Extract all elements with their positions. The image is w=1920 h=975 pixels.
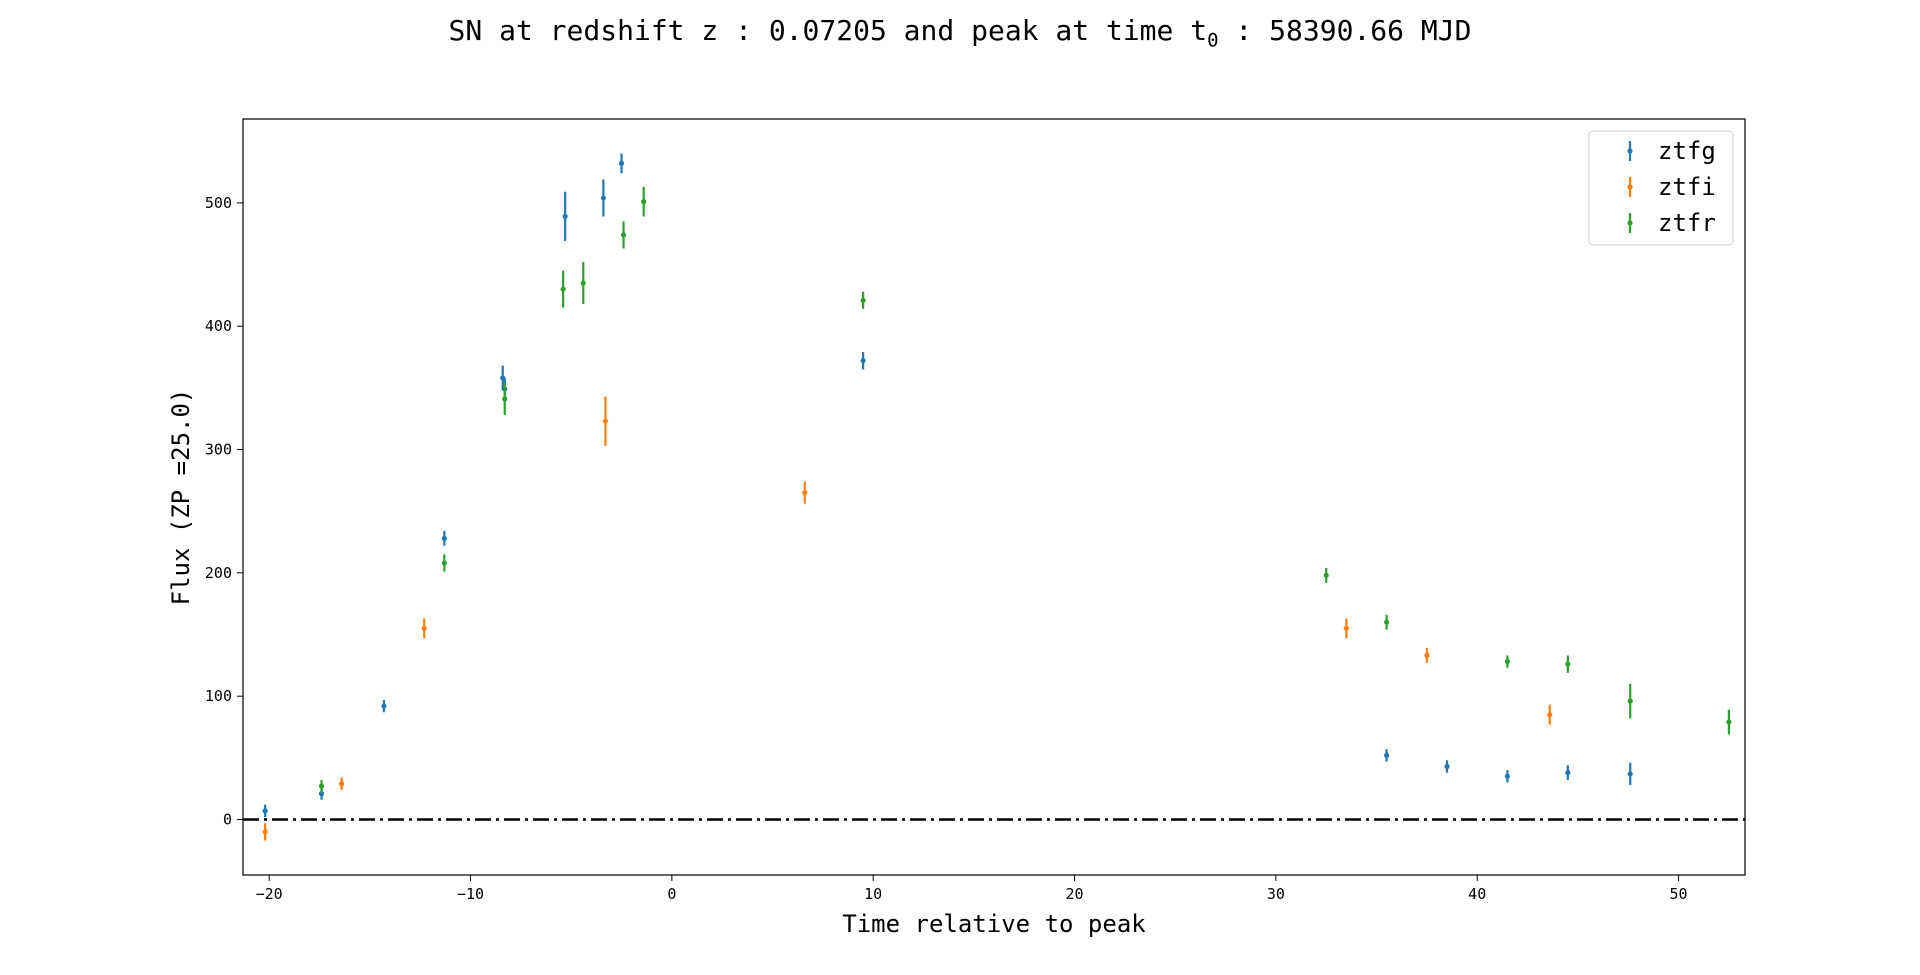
data-points-layer bbox=[262, 153, 1732, 841]
legend-entry-ztfg: ztfg bbox=[1627, 137, 1716, 165]
data-point-ztfr bbox=[560, 286, 566, 292]
data-point-ztfg bbox=[1444, 763, 1450, 770]
data-point-ztfi bbox=[1424, 652, 1430, 659]
data-point-ztfg bbox=[618, 160, 625, 166]
x-tick-label: 50 bbox=[1670, 885, 1688, 903]
chart-title-main: SN at redshift z : 0.07205 and peak at t… bbox=[448, 14, 1208, 47]
data-point-ztfi bbox=[1547, 712, 1553, 718]
data-point-ztfr bbox=[620, 232, 627, 238]
chart-title-subscript: 0 bbox=[1207, 29, 1219, 52]
x-tick-label: −20 bbox=[256, 885, 283, 903]
series-ztfi bbox=[262, 396, 1553, 841]
y-tick-label: 0 bbox=[223, 811, 232, 829]
data-point-ztfg bbox=[1565, 770, 1571, 776]
y-tick-label: 500 bbox=[205, 194, 232, 212]
data-point-ztfr bbox=[1627, 698, 1633, 704]
data-point-ztfr bbox=[1384, 619, 1390, 625]
x-tick-label: 0 bbox=[667, 885, 676, 903]
x-tick-label: 30 bbox=[1267, 885, 1285, 903]
data-point-ztfr bbox=[1726, 719, 1732, 725]
data-point-ztfr bbox=[318, 783, 325, 789]
data-point-ztfr bbox=[860, 297, 866, 303]
data-point-ztfg bbox=[1384, 752, 1390, 758]
legend-label: ztfr bbox=[1658, 209, 1716, 237]
data-point-ztfg bbox=[318, 791, 325, 797]
data-point-ztfr bbox=[1504, 659, 1511, 665]
legend: ztfg ztfi ztfr bbox=[1588, 130, 1734, 246]
data-point-ztfi bbox=[262, 829, 268, 835]
y-axis-label: Flux (ZP =25.0) bbox=[167, 389, 195, 606]
legend-box bbox=[1588, 130, 1734, 246]
series-ztfg bbox=[262, 153, 1633, 818]
data-point-ztfg bbox=[600, 195, 606, 201]
chart-title-suffix: : 58390.66 MJD bbox=[1218, 14, 1472, 47]
x-axis: −20 −10 0 10 20 30 40 50 bbox=[256, 875, 1688, 903]
data-point-ztfr bbox=[1565, 661, 1571, 667]
x-axis-label: Time relative to peak bbox=[842, 910, 1146, 938]
data-point-ztfr bbox=[580, 280, 586, 286]
data-point-ztfg bbox=[441, 535, 447, 541]
y-axis: 0 100 200 300 400 500 bbox=[205, 194, 243, 829]
data-point-ztfg bbox=[1504, 773, 1511, 779]
chart-title: SN at redshift z : 0.07205 and peak at t… bbox=[0, 14, 1920, 52]
data-point-ztfi bbox=[421, 625, 427, 631]
y-tick-label: 100 bbox=[205, 687, 232, 705]
legend-marker bbox=[1627, 184, 1633, 190]
data-point-ztfg bbox=[860, 358, 866, 364]
legend-entry-ztfi: ztfi bbox=[1627, 173, 1716, 201]
y-tick-label: 200 bbox=[205, 564, 232, 582]
data-point-ztfr bbox=[641, 199, 647, 205]
series-ztfr bbox=[318, 186, 1732, 793]
y-tick-label: 300 bbox=[205, 441, 232, 459]
legend-entry-ztfr: ztfr bbox=[1627, 209, 1716, 237]
data-point-ztfg bbox=[1627, 771, 1633, 777]
plot-frame bbox=[242, 118, 1746, 876]
data-point-ztfr bbox=[1323, 572, 1329, 578]
data-point-ztfi bbox=[339, 781, 345, 787]
x-tick-label: 20 bbox=[1066, 885, 1084, 903]
x-tick-label: 10 bbox=[864, 885, 882, 903]
data-point-ztfr bbox=[502, 396, 508, 402]
legend-label: ztfi bbox=[1658, 173, 1716, 201]
data-point-ztfi bbox=[802, 490, 808, 496]
data-point-ztfg bbox=[262, 808, 268, 814]
data-point-ztfi bbox=[602, 418, 609, 424]
legend-marker bbox=[1627, 220, 1633, 226]
data-point-ztfr bbox=[441, 560, 447, 566]
data-point-ztfg bbox=[381, 703, 387, 709]
legend-label: ztfg bbox=[1658, 137, 1716, 165]
x-tick-label: 40 bbox=[1468, 885, 1486, 903]
legend-marker bbox=[1627, 148, 1633, 154]
data-point-ztfi bbox=[1343, 625, 1349, 631]
x-tick-label: −10 bbox=[457, 885, 484, 903]
y-tick-label: 400 bbox=[205, 317, 232, 335]
data-point-ztfg bbox=[562, 213, 568, 220]
